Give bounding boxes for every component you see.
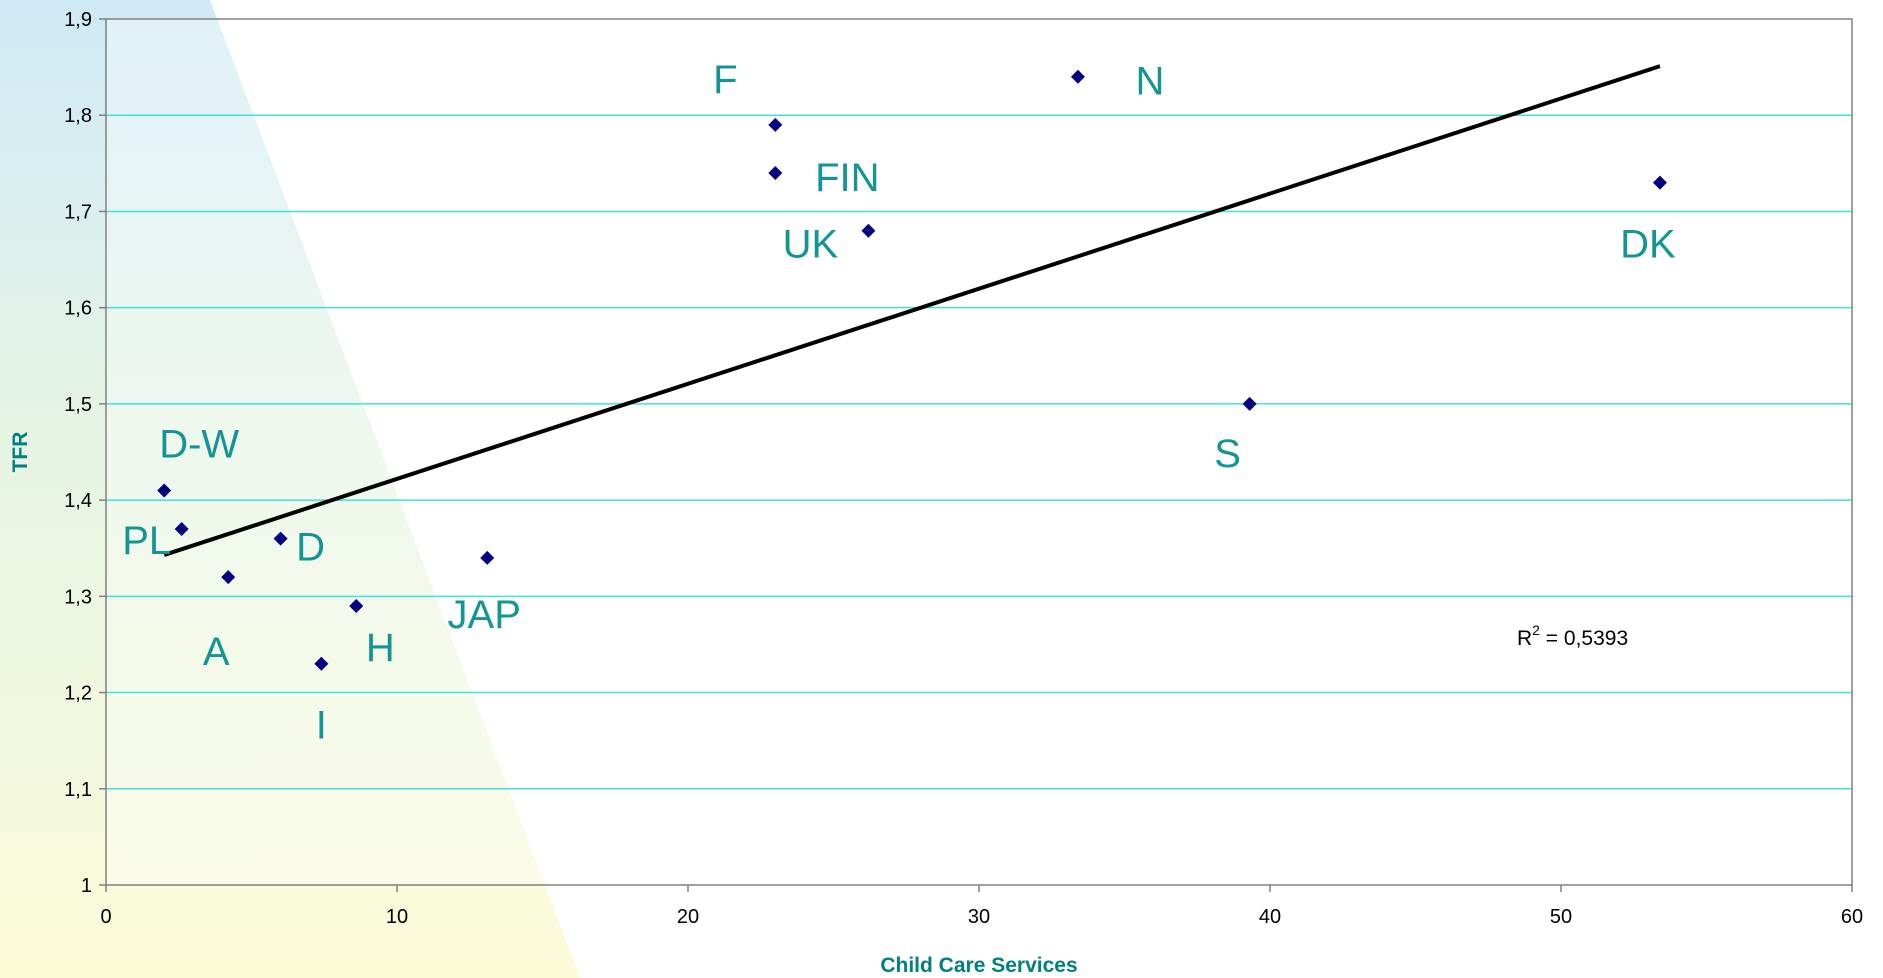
x-tick-label: 40 bbox=[1259, 906, 1281, 928]
data-point-fin bbox=[768, 165, 783, 180]
data-point-i bbox=[314, 656, 329, 671]
data-point-a bbox=[221, 570, 236, 585]
x-tick-label: 60 bbox=[1841, 906, 1863, 928]
point-label-d-w: D-W bbox=[159, 422, 239, 466]
x-axis-title: Child Care Services bbox=[880, 954, 1077, 977]
y-tick-label: 1,7 bbox=[64, 201, 92, 223]
data-point-f bbox=[768, 117, 783, 132]
y-tick-label: 1,4 bbox=[64, 490, 92, 512]
point-label-dk: DK bbox=[1620, 223, 1676, 267]
point-label-f: F bbox=[713, 58, 737, 102]
point-label-a: A bbox=[203, 630, 230, 674]
r-squared-annotation: R2 = 0,5393 bbox=[1517, 622, 1628, 650]
point-label-d: D bbox=[296, 526, 325, 570]
point-label-jap: JAP bbox=[448, 593, 521, 637]
y-tick-label: 1,1 bbox=[64, 779, 92, 801]
gridlines bbox=[106, 114, 1852, 790]
data-point-n bbox=[1070, 69, 1085, 84]
y-tick-label: 1,5 bbox=[64, 394, 92, 416]
y-tick-label: 1,9 bbox=[64, 9, 92, 31]
point-labels: D-W PL A D IH JAP F FIN UK N S DK bbox=[122, 58, 1676, 748]
x-tick-label: 10 bbox=[386, 906, 408, 928]
data-point-pl bbox=[174, 521, 189, 536]
data-point-dk bbox=[1652, 175, 1667, 190]
data-point-d-w bbox=[157, 483, 172, 498]
x-tick-label: 20 bbox=[677, 906, 699, 928]
point-label-s: S bbox=[1214, 432, 1241, 476]
point-label-uk: UK bbox=[783, 223, 839, 267]
x-tick-label: 50 bbox=[1550, 906, 1572, 928]
data-point-jap bbox=[480, 550, 495, 565]
data-points bbox=[157, 69, 1667, 671]
y-axis-title: TFR bbox=[9, 432, 32, 473]
y-tick-label: 1,6 bbox=[64, 298, 92, 320]
y-axis-ticks: 1 1,1 1,2 1,3 1,4 1,5 1,6 1,7 1,8 1,9 bbox=[64, 9, 106, 897]
data-point-uk bbox=[861, 223, 876, 238]
data-point-d bbox=[273, 531, 288, 546]
point-label-h: H bbox=[366, 626, 395, 670]
y-tick-label: 1 bbox=[81, 875, 92, 897]
y-tick-label: 1,8 bbox=[64, 105, 92, 127]
point-label-n: N bbox=[1135, 60, 1164, 104]
trend-line bbox=[163, 64, 1661, 557]
point-label-i: I bbox=[316, 704, 327, 748]
y-tick-label: 1,2 bbox=[64, 683, 92, 705]
y-tick-label: 1,3 bbox=[64, 586, 92, 608]
x-tick-label: 0 bbox=[100, 906, 111, 928]
x-tick-label: 30 bbox=[968, 906, 990, 928]
data-point-s bbox=[1242, 396, 1257, 411]
data-point-h bbox=[349, 598, 364, 613]
plot-area bbox=[106, 19, 1852, 885]
point-label-pl: PL bbox=[122, 519, 171, 563]
point-label-fin: FIN bbox=[815, 156, 879, 200]
x-axis-ticks: 0 10 20 30 40 50 60 bbox=[100, 885, 1863, 928]
